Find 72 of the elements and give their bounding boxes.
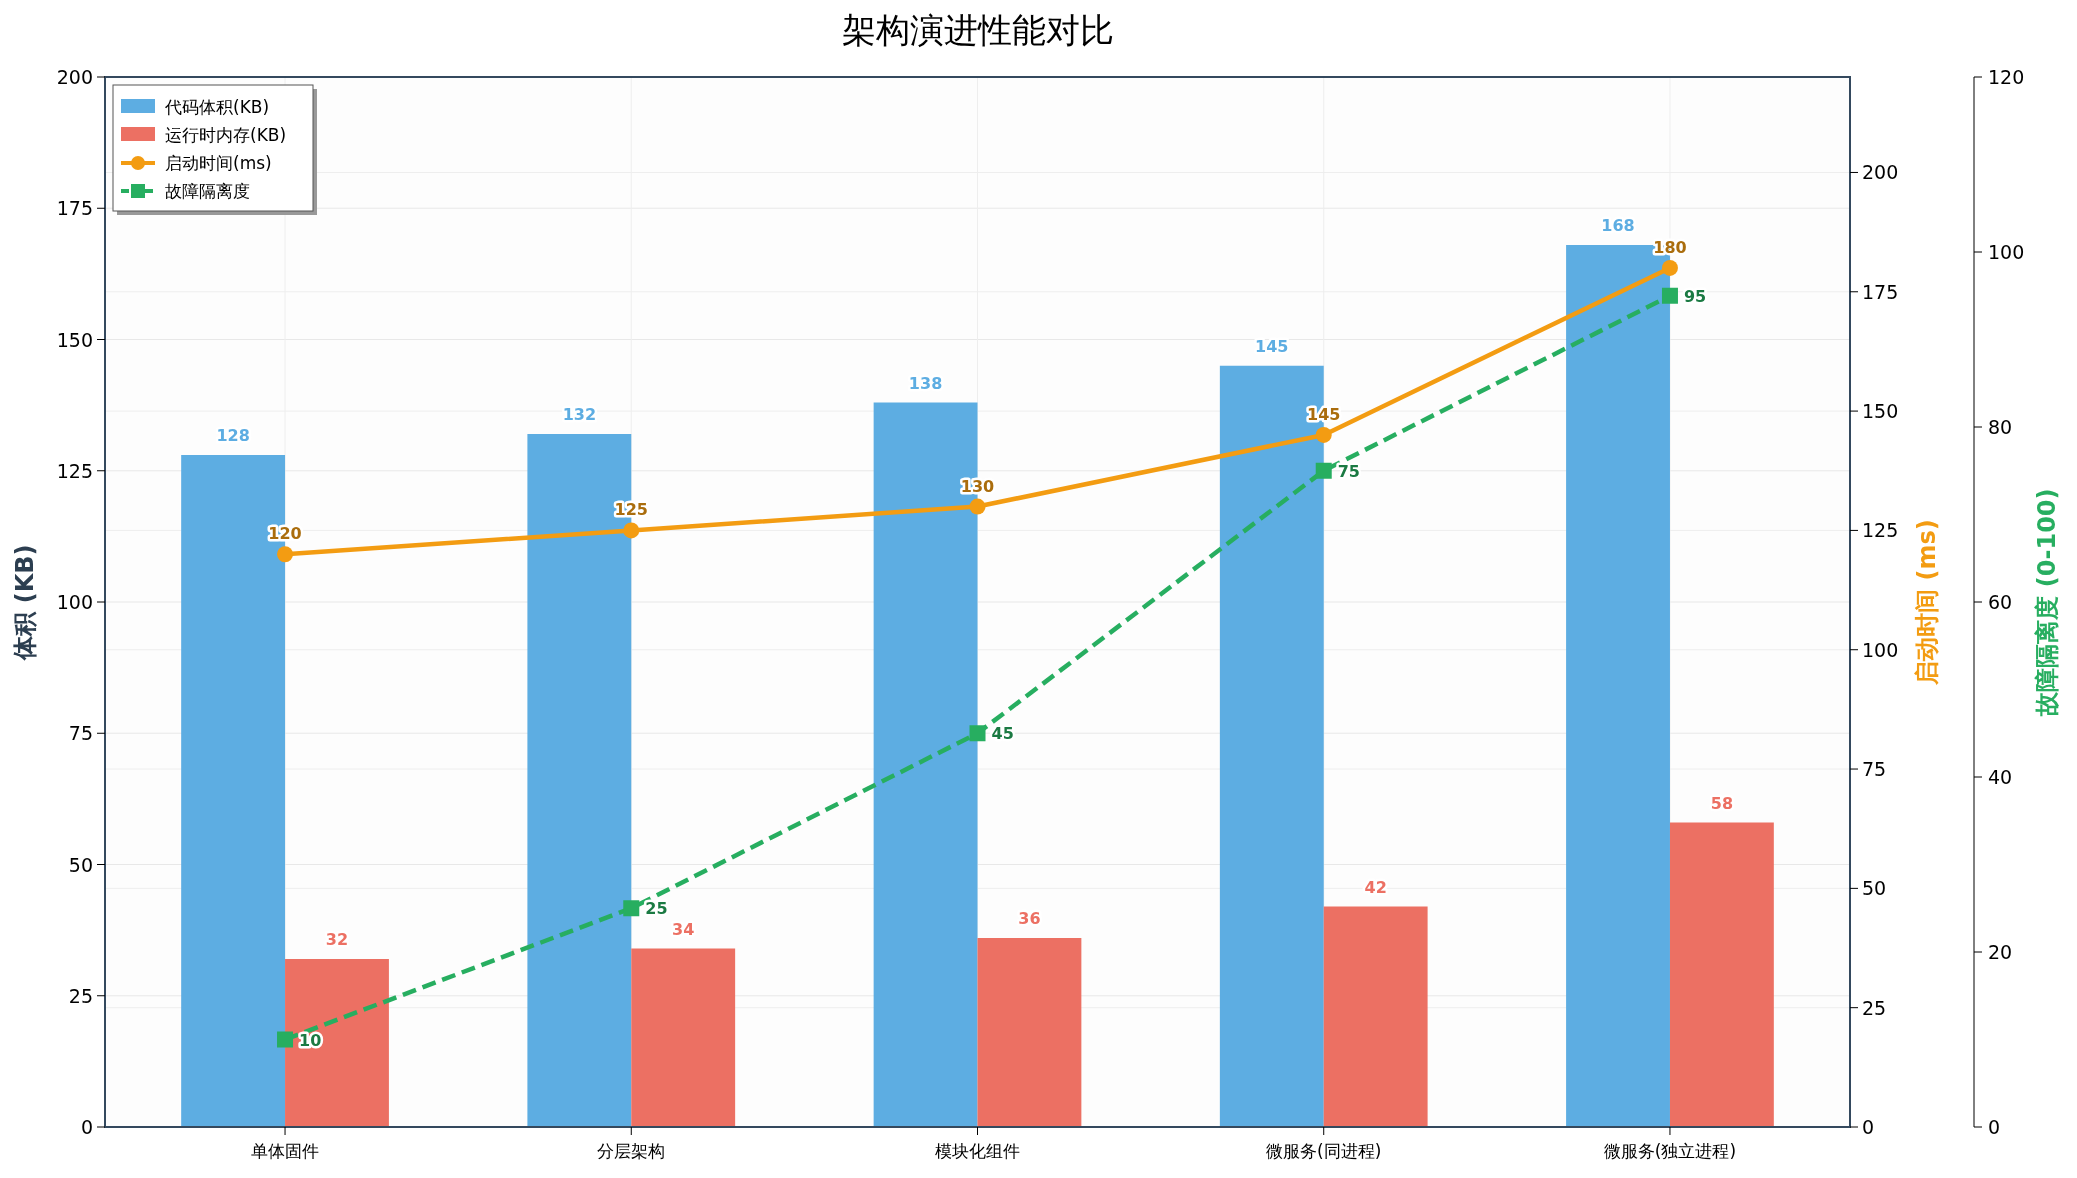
data-label: 58 [1710,793,1734,813]
point [1315,426,1332,443]
data-label: 32 [325,930,349,949]
y3-tick-label: 0 [1988,1116,2001,1138]
y3-tick-label: 80 [1988,416,2013,438]
y-tick-label: 75 [68,722,93,745]
data-label: 130 [960,476,995,496]
y3-tick-label: 100 [1988,241,2025,263]
y3-tick-label: 120 [1988,66,2025,88]
legend-label: 故障隔离度 [165,181,250,201]
legend-label: 运行时内存(KB) [165,125,287,145]
x-tick-label: 模块化组件 [935,1141,1020,1161]
data-label: 145 [1255,336,1289,356]
data-label: 180 [1653,237,1687,257]
y-tick-label: 200 [56,66,93,88]
data-label: 125 [614,500,648,520]
point [969,498,986,515]
point [1315,462,1332,479]
y3-tick-label: 60 [1988,591,2013,613]
y-tick-label: 125 [56,459,93,482]
y-tick-label: 50 [68,853,93,876]
chart-title: 架构演进性能对比 [841,10,1114,50]
bar [1323,906,1428,1127]
y2-axis-title: 启动时间 (ms) [1913,519,1941,686]
point [1661,287,1678,304]
data-label: 42 [1364,877,1387,897]
x-tick-label: 微服务(同进程) [1266,1141,1382,1161]
data-label: 145 [1307,404,1341,424]
x-tick-label: 单体固件 [251,1141,320,1161]
data-label: 36 [1018,909,1041,928]
y-tick-label: 175 [56,197,93,220]
data-label: 10 [299,1030,322,1050]
y2-tick-label: 75 [1862,758,1887,781]
x-tick-label: 微服务(独立进程) [1603,1141,1737,1161]
y-tick-label: 100 [56,591,93,613]
data-label: 25 [645,899,668,919]
y-axis-title: 体积 (KB) [11,544,39,661]
point [969,725,986,742]
y2-tick-label: 150 [1862,400,1899,423]
y3-axis-title: 故障隔离度 (0-100) [2033,488,2061,717]
y2-tick-label: 100 [1862,638,1899,661]
bar [977,938,1082,1127]
legend-label: 启动时间(ms) [165,153,272,173]
bar [1669,822,1774,1127]
data-label: 132 [562,405,597,424]
y-tick-label: 25 [68,984,93,1007]
y2-tick-label: 50 [1862,877,1887,900]
data-label: 128 [216,426,250,445]
y3-tick-label: 40 [1988,766,2013,788]
y2-tick-label: 0 [1862,1116,1875,1138]
point [623,522,640,539]
y3-tick-label: 20 [1988,941,2013,963]
point [277,546,294,563]
point [1661,259,1678,276]
point [277,1031,294,1048]
data-label: 168 [1601,216,1635,235]
data-label: 138 [908,373,943,393]
point [623,900,640,917]
y-tick-label: 150 [56,328,93,351]
legend-label: 代码体积(KB) [164,97,270,117]
bar [285,959,389,1127]
y2-tick-label: 25 [1862,996,1887,1019]
data-label: 75 [1337,461,1360,481]
y2-tick-label: 175 [1862,280,1899,303]
bar [631,948,736,1127]
y-tick-label: 0 [80,1116,93,1138]
data-label: 34 [672,919,695,939]
y2-tick-label: 125 [1862,519,1899,542]
data-label: 45 [991,724,1014,744]
data-label: 95 [1683,286,1707,306]
x-tick-label: 分层架构 [597,1141,666,1161]
y2-tick-label: 200 [1862,161,1899,184]
